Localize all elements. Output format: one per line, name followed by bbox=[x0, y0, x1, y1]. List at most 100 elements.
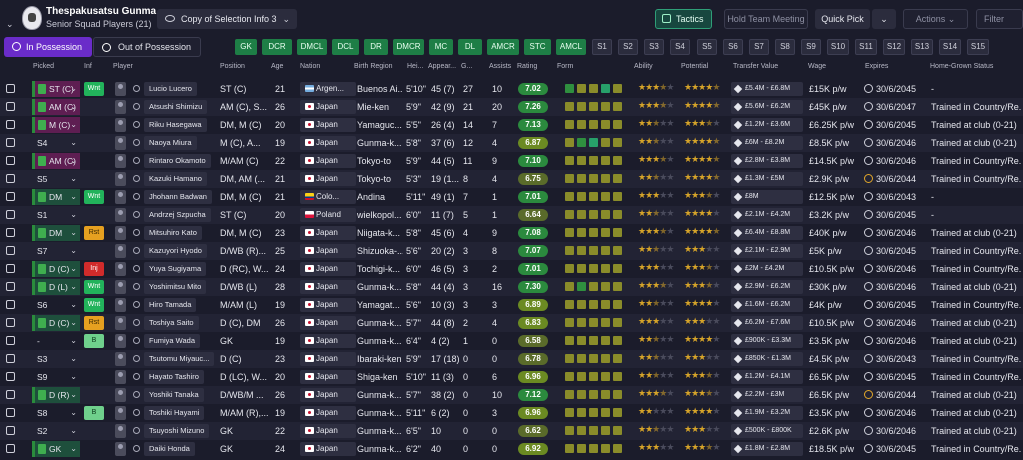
nation-cell[interactable]: Colo... bbox=[300, 190, 356, 204]
quick-pick-button[interactable]: Quick Pick bbox=[815, 9, 870, 29]
role-chip-dl[interactable]: DL bbox=[458, 39, 482, 55]
player-name[interactable]: Mitsuhiro Kato bbox=[144, 226, 202, 240]
sub-chip-s1[interactable]: S1 bbox=[592, 39, 612, 55]
role-chip-dmcl[interactable]: DMCL bbox=[297, 39, 327, 55]
player-name[interactable]: Toshiya Saito bbox=[144, 316, 199, 330]
picked-selector[interactable]: S8 ⌄ bbox=[32, 405, 80, 421]
transfer-value-cell[interactable]: £2.9M - £6.2M bbox=[731, 280, 803, 294]
column-header-potential[interactable]: Potential bbox=[681, 63, 709, 70]
nation-cell[interactable]: Japan bbox=[300, 352, 356, 366]
role-chip-stc[interactable]: STC bbox=[524, 39, 551, 55]
column-header-form[interactable]: Form bbox=[557, 63, 574, 70]
column-header-inf[interactable]: Inf bbox=[84, 63, 92, 70]
table-row[interactable]: D (C) ⌄ Inj Yuya Sugiyama D (RC), W... 24 Japa… bbox=[0, 260, 1023, 278]
picked-selector[interactable]: DM ⌄ bbox=[32, 189, 80, 205]
row-checkbox[interactable] bbox=[6, 246, 15, 255]
nation-cell[interactable]: Japan bbox=[300, 388, 356, 402]
nation-cell[interactable]: Japan bbox=[300, 298, 356, 312]
transfer-value-cell[interactable]: £5.4M - £6.8M bbox=[731, 82, 803, 96]
table-row[interactable]: S4 ⌄ Naoya Miura M (C), A... 19 Japan Gunma-k.… bbox=[0, 134, 1023, 152]
table-row[interactable]: S6 ⌄ Wnt Hiro Tamada M/AM (L) 19 Japan Yamagat.… bbox=[0, 296, 1023, 314]
picked-selector[interactable]: GK ⌄ bbox=[32, 441, 80, 457]
filter-button[interactable]: Filter bbox=[976, 9, 1023, 29]
sub-chip-s14[interactable]: S14 bbox=[939, 39, 961, 55]
table-row[interactable]: DM ⌄ Rst Mitsuhiro Kato DM, M (C) 23 Japan Niig… bbox=[0, 224, 1023, 242]
nation-cell[interactable]: Japan bbox=[300, 316, 356, 330]
nation-cell[interactable]: Japan bbox=[300, 370, 356, 384]
sub-chip-s8[interactable]: S8 bbox=[775, 39, 795, 55]
picked-selector[interactable]: D (C) ⌄ bbox=[32, 261, 80, 277]
player-name[interactable]: Naoya Miura bbox=[144, 136, 197, 150]
nation-cell[interactable]: Japan bbox=[300, 100, 356, 114]
transfer-value-cell[interactable]: £1.2M - £3.6M bbox=[731, 118, 803, 132]
column-header-player[interactable]: Player bbox=[113, 63, 133, 70]
table-row[interactable]: S7 ⌄ Kazuyori Hyodo D/WB (R)... 25 Japan Shizu… bbox=[0, 242, 1023, 260]
player-name[interactable]: Hiro Tamada bbox=[144, 298, 197, 312]
table-row[interactable]: - ⌄ B Fumiya Wada GK 19 Japan Gunma-k... 6'4" 4 (… bbox=[0, 332, 1023, 350]
nation-cell[interactable]: Japan bbox=[300, 406, 356, 420]
sub-chip-s4[interactable]: S4 bbox=[670, 39, 690, 55]
picked-selector[interactable]: S5 ⌄ bbox=[32, 171, 80, 187]
nation-cell[interactable]: Poland bbox=[300, 208, 356, 222]
column-header-appearances[interactable]: Appear... bbox=[428, 63, 457, 70]
row-checkbox[interactable] bbox=[6, 300, 15, 309]
row-checkbox[interactable] bbox=[6, 426, 15, 435]
actions-button[interactable]: Actions ⌄ bbox=[903, 9, 968, 29]
column-header-goals[interactable]: G... bbox=[461, 63, 473, 70]
nation-cell[interactable]: Japan bbox=[300, 136, 356, 150]
nation-cell[interactable]: Japan bbox=[300, 262, 356, 276]
role-chip-amcr[interactable]: AMCR bbox=[487, 39, 519, 55]
role-chip-dr[interactable]: DR bbox=[364, 39, 388, 55]
column-header-home-grown[interactable]: Home-Grown Status bbox=[930, 63, 994, 70]
transfer-value-cell[interactable]: £8M bbox=[731, 190, 803, 204]
table-row[interactable]: S1 ⌄ Andrzej Szpucha ST (C) 20 Poland wielkopo… bbox=[0, 206, 1023, 224]
row-checkbox[interactable] bbox=[6, 408, 15, 417]
nation-cell[interactable]: Japan bbox=[300, 172, 356, 186]
row-checkbox[interactable] bbox=[6, 390, 15, 399]
row-checkbox[interactable] bbox=[6, 192, 15, 201]
role-chip-dmcr[interactable]: DMCR bbox=[393, 39, 424, 55]
transfer-value-cell[interactable]: £2.1M - £4.2M bbox=[731, 208, 803, 222]
picked-selector[interactable]: DM ⌄ bbox=[32, 225, 80, 241]
sub-chip-s2[interactable]: S2 bbox=[618, 39, 638, 55]
row-checkbox[interactable] bbox=[6, 318, 15, 327]
sub-chip-s6[interactable]: S6 bbox=[723, 39, 743, 55]
tactics-button[interactable]: Tactics bbox=[655, 9, 712, 29]
transfer-value-cell[interactable]: £5.6M - £6.2M bbox=[731, 100, 803, 114]
player-name[interactable]: Jhohann Badwan bbox=[144, 190, 212, 204]
row-checkbox[interactable] bbox=[6, 372, 15, 381]
picked-selector[interactable]: S1 ⌄ bbox=[32, 207, 80, 223]
role-chip-mc[interactable]: MC bbox=[429, 39, 453, 55]
row-checkbox[interactable] bbox=[6, 174, 15, 183]
transfer-value-cell[interactable]: £2.1M - £2.9M bbox=[731, 244, 803, 258]
row-checkbox[interactable] bbox=[6, 354, 15, 363]
quick-pick-dropdown[interactable]: ⌄ bbox=[872, 9, 896, 29]
row-checkbox[interactable] bbox=[6, 264, 15, 273]
sub-chip-s10[interactable]: S10 bbox=[827, 39, 849, 55]
table-row[interactable]: D (R) ⌄ Yoshiki Tanaka D/WB/M ... 26 Japan Gun… bbox=[0, 386, 1023, 404]
column-header-birth-region[interactable]: Birth Region bbox=[354, 63, 393, 70]
table-row[interactable]: S5 ⌄ Kazuki Hamano DM, AM (... 21 Japan Tokyo-… bbox=[0, 170, 1023, 188]
sub-chip-s15[interactable]: S15 bbox=[967, 39, 989, 55]
player-name[interactable]: Tsuyoshi Mizuno bbox=[144, 424, 210, 438]
player-name[interactable]: Lucio Lucero bbox=[144, 82, 197, 96]
row-checkbox[interactable] bbox=[6, 156, 15, 165]
sub-chip-s5[interactable]: S5 bbox=[697, 39, 717, 55]
role-chip-dcr[interactable]: DCR bbox=[262, 39, 292, 55]
transfer-value-cell[interactable]: £6M - £8.2M bbox=[731, 136, 803, 150]
player-name[interactable]: Kazuki Hamano bbox=[144, 172, 207, 186]
picked-selector[interactable]: ST (C) ⌄ bbox=[32, 81, 80, 97]
player-name[interactable]: Andrzej Szpucha bbox=[144, 208, 211, 222]
player-name[interactable]: Yuya Sugiyama bbox=[144, 262, 207, 276]
column-header-assists[interactable]: Assists bbox=[489, 63, 512, 70]
player-name[interactable]: Atsushi Shimizu bbox=[144, 100, 208, 114]
nation-cell[interactable]: Japan bbox=[300, 118, 356, 132]
sub-chip-s7[interactable]: S7 bbox=[749, 39, 769, 55]
transfer-value-cell[interactable]: £1.9M - £3.2M bbox=[731, 406, 803, 420]
picked-selector[interactable]: AM (C) ⌄ bbox=[32, 99, 80, 115]
row-checkbox[interactable] bbox=[6, 228, 15, 237]
row-checkbox[interactable] bbox=[6, 282, 15, 291]
row-checkbox[interactable] bbox=[6, 444, 15, 453]
player-name[interactable]: Toshiki Hayami bbox=[144, 406, 205, 420]
column-header-rating[interactable]: Rating bbox=[517, 63, 538, 70]
